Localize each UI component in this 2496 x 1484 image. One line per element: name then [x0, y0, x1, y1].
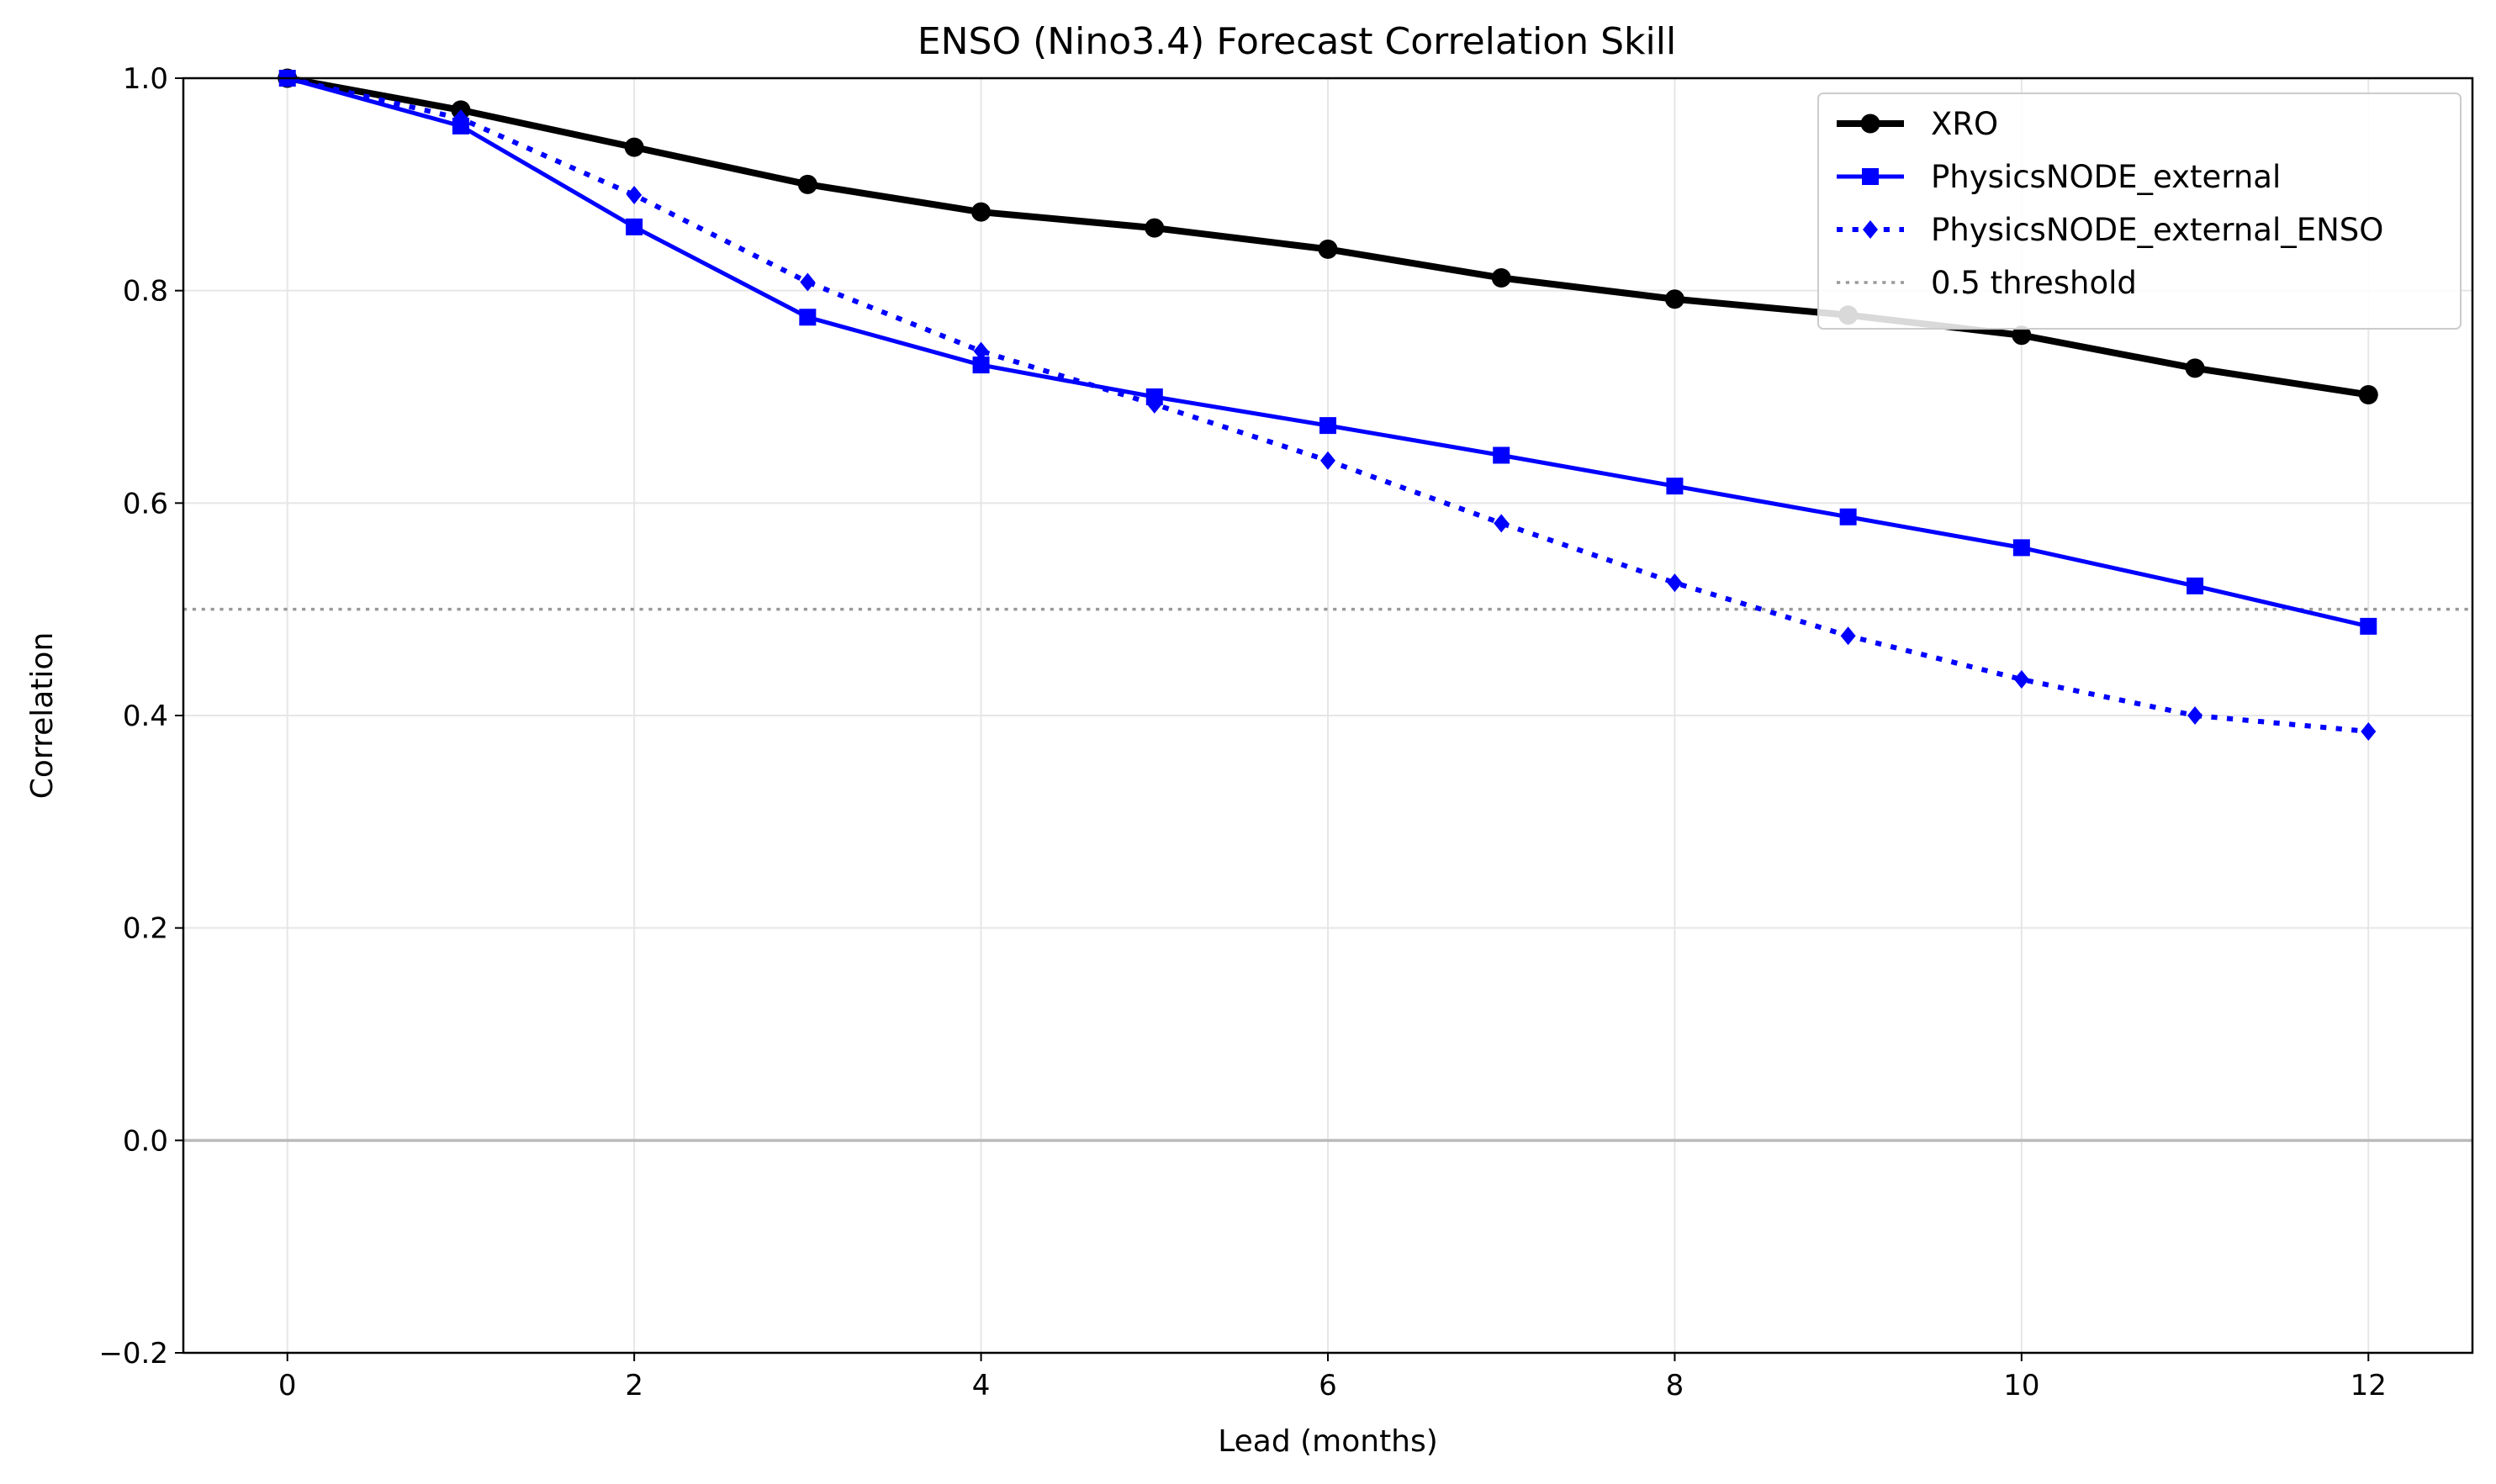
series-xro: [278, 68, 2378, 404]
x-tick-label: 6: [1319, 1369, 1337, 1402]
legend: XRO PhysicsNODE_external PhysicsNODE_exter…: [1817, 92, 2462, 330]
data-point-circle: [2358, 384, 2378, 404]
data-point-diamond: [1494, 514, 1510, 533]
data-point-square: [1666, 478, 1684, 495]
data-point-circle: [1145, 218, 1165, 238]
x-tick-label: 10: [2003, 1369, 2039, 1402]
data-point-circle: [1860, 114, 1880, 134]
data-point-diamond: [2361, 721, 2377, 741]
y-tick-label: 0.4: [123, 700, 168, 733]
data-point-circle: [1491, 268, 1511, 288]
data-point-circle: [2185, 358, 2205, 378]
data-point-circle: [624, 137, 644, 157]
data-point-square: [1493, 446, 1510, 464]
legend-entry: 0.5 threshold: [1837, 265, 2137, 301]
reference-lines: [183, 607, 2472, 1143]
data-point-square: [1839, 508, 1857, 525]
data-point-diamond: [1863, 220, 1878, 239]
legend-entry: PhysicsNODE_external: [1837, 159, 2281, 195]
data-point-diamond: [2013, 670, 2029, 689]
data-point-circle: [1318, 239, 1338, 259]
legend-entry: PhysicsNODE_external_ENSO: [1837, 212, 2383, 248]
legend-entry: XRO: [1837, 106, 1998, 142]
data-point-square: [972, 356, 990, 374]
x-tick-label: 8: [1666, 1369, 1684, 1402]
x-tick-label: 2: [625, 1369, 643, 1402]
chart-title: ENSO (Nino3.4) Forecast Correlation Skil…: [917, 20, 1676, 63]
y-tick-label: −0.2: [98, 1337, 168, 1370]
data-point-diamond: [627, 185, 643, 204]
data-point-diamond: [973, 341, 989, 361]
data-point-square: [1319, 417, 1336, 435]
data-point-diamond: [452, 109, 468, 129]
legend-label: PhysicsNODE_external_ENSO: [1931, 212, 2383, 248]
data-point-diamond: [800, 272, 816, 292]
data-point-diamond: [1840, 626, 1856, 646]
x-tick-label: 12: [2351, 1369, 2387, 1402]
data-point-circle: [971, 202, 992, 222]
y-axis-title: Correlation: [25, 632, 60, 800]
data-point-square: [626, 218, 643, 235]
data-point-square: [2187, 577, 2204, 594]
legend-label: PhysicsNODE_external: [1931, 159, 2281, 195]
data-point-diamond: [1320, 451, 1335, 470]
x-tick-label: 0: [278, 1369, 297, 1402]
legend-label: XRO: [1931, 106, 1998, 142]
y-tick-label: 0.6: [123, 487, 168, 520]
legend-label: 0.5 threshold: [1931, 265, 2137, 301]
data-point-diamond: [2187, 706, 2203, 725]
data-point-circle: [1664, 289, 1684, 309]
data-series: [278, 68, 2378, 741]
data-point-diamond: [1146, 394, 1162, 414]
x-axis-title: Lead (months): [1218, 1424, 1438, 1459]
x-tick-label: 4: [972, 1369, 991, 1402]
data-point-diamond: [1667, 573, 1683, 593]
data-point-square: [799, 309, 817, 326]
y-tick-label: 1.0: [123, 62, 168, 96]
axis-ticks: 0 2 4 6 8 10 12 −0.2 0.0 0.2 0.4 0.6 0.8 1.0: [98, 62, 2386, 1402]
y-tick-label: 0.0: [123, 1124, 168, 1158]
legend-box: [1817, 92, 2462, 330]
y-tick-label: 0.2: [123, 912, 168, 946]
y-tick-label: 0.8: [123, 275, 168, 309]
data-point-square: [2012, 539, 2030, 557]
data-point-circle: [797, 174, 817, 194]
data-point-square: [2360, 617, 2377, 635]
data-point-circle: [2012, 325, 2032, 346]
data-point-square: [1862, 168, 1879, 185]
